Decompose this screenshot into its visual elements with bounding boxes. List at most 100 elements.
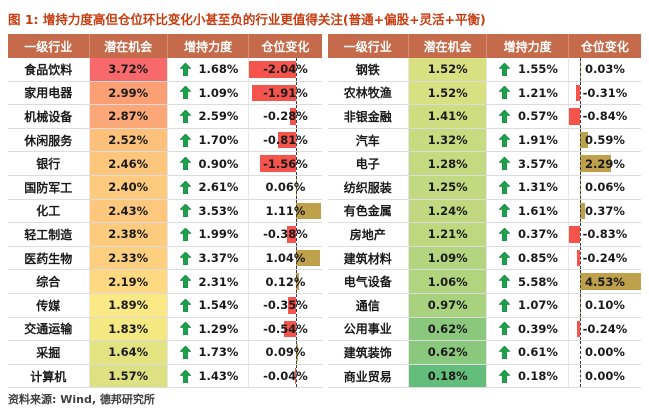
up-arrow-icon — [499, 322, 511, 336]
up-arrow-icon — [179, 86, 191, 100]
data-bar — [296, 273, 299, 290]
position-change-cell: -0.35% — [249, 293, 321, 317]
position-change-cell: -0.31% — [569, 81, 641, 105]
increase-cell: 2.31% — [168, 270, 250, 293]
up-arrow-icon — [179, 369, 191, 383]
increase-value: 1.09% — [198, 85, 239, 100]
increase-cell: 1.68% — [168, 58, 250, 81]
industry-cell: 电子 — [328, 152, 409, 175]
opportunity-cell: 1.64% — [89, 341, 168, 364]
industry-cell: 医药生物 — [8, 246, 90, 270]
table-row: 房地产 1.21% 0.37% -0.83% — [327, 223, 641, 247]
position-change-value: -0.81% — [263, 133, 308, 148]
position-change-cell: 0.06% — [249, 175, 321, 199]
industry-cell: 电气设备 — [328, 270, 409, 293]
position-change-value: -0.38% — [263, 227, 308, 242]
increase-cell: 1.29% — [168, 317, 250, 341]
position-change-cell: -0.28% — [249, 105, 321, 128]
data-bar — [576, 320, 581, 338]
table-row: 休闲服务 2.52% 1.70% -0.81% — [8, 128, 322, 153]
position-change-cell: -0.24% — [569, 317, 641, 341]
position-change-cell: -1.56% — [249, 152, 321, 175]
position-change-value: 0.09% — [265, 345, 306, 360]
up-arrow-icon — [499, 133, 511, 147]
position-change-value: 0.00% — [584, 369, 625, 384]
opportunity-cell: 1.06% — [409, 270, 488, 293]
increase-cell: 0.37% — [487, 223, 569, 246]
position-change-cell: 0.09% — [249, 341, 321, 364]
bar-axis-line — [580, 152, 582, 175]
industry-cell: 钢铁 — [328, 58, 409, 81]
position-change-cell: -0.24% — [569, 246, 641, 270]
increase-cell: 1.73% — [168, 341, 250, 364]
industry-cell: 银行 — [8, 152, 90, 175]
bar-axis-line — [580, 364, 582, 388]
increase-value: 1.73% — [198, 345, 239, 360]
up-arrow-icon — [179, 275, 191, 289]
bar-axis-line — [296, 199, 298, 223]
industry-cell: 纺织服装 — [328, 175, 409, 199]
industry-cell: 家用电器 — [8, 81, 90, 105]
bar-axis-line — [296, 175, 298, 199]
up-arrow-icon — [179, 133, 191, 147]
industry-cell: 汽车 — [328, 128, 409, 152]
table-header-row: 一级行业 潜在机会 增持力度 仓位变化 — [327, 34, 641, 58]
table-row: 汽车 1.32% 1.91% 0.59% — [327, 128, 641, 153]
position-change-value: 1.04% — [265, 251, 306, 266]
bar-axis-line — [580, 317, 582, 341]
increase-cell: 0.90% — [168, 152, 250, 175]
bar-axis-line — [296, 317, 298, 341]
opportunity-cell: 1.25% — [409, 175, 488, 199]
increase-cell: 5.58% — [487, 270, 569, 293]
table-row: 食品饮料 3.72% 1.68% -2.04% — [8, 58, 322, 82]
increase-cell: 1.07% — [487, 293, 569, 317]
position-change-cell: 0.00% — [569, 341, 641, 364]
position-change-cell: -0.84% — [568, 105, 641, 128]
bar-axis-line — [580, 293, 582, 317]
table-row: 电气设备 1.06% 5.58% 4.53% — [327, 270, 641, 294]
bar-axis-line — [296, 152, 298, 175]
up-arrow-icon — [179, 180, 191, 194]
opportunity-cell: 2.46% — [89, 152, 168, 175]
industry-cell: 房地产 — [328, 223, 409, 246]
position-change-cell: 0.06% — [569, 175, 641, 199]
increase-cell: 1.43% — [168, 364, 250, 388]
data-bar — [252, 84, 297, 102]
industry-cell: 建筑材料 — [328, 246, 409, 270]
industry-cell: 计算机 — [8, 364, 90, 388]
up-arrow-icon — [499, 204, 511, 218]
source-note: 资料来源: Wind, 德邦研究所 — [8, 393, 155, 406]
column-header-industry: 一级行业 — [8, 34, 90, 58]
up-arrow-icon — [179, 62, 191, 76]
position-change-value: -0.31% — [582, 85, 628, 100]
industry-cell: 综合 — [8, 270, 90, 293]
increase-cell: 1.61% — [487, 199, 569, 223]
bar-axis-line — [296, 223, 298, 246]
up-arrow-icon — [179, 251, 191, 265]
position-change-value: -0.24% — [582, 321, 628, 336]
position-change-value: -0.54% — [263, 321, 308, 336]
increase-cell: 1.09% — [168, 81, 250, 105]
position-change-cell: -0.38% — [249, 223, 321, 246]
table-header-row: 一级行业 潜在机会 增持力度 仓位变化 — [8, 34, 322, 58]
data-bar — [295, 367, 297, 385]
position-change-cell: -0.83% — [569, 223, 641, 246]
position-change-value: 0.06% — [584, 180, 625, 195]
bar-axis-line — [580, 199, 582, 223]
bar-axis-line — [296, 293, 298, 317]
up-arrow-icon — [499, 86, 511, 100]
table-row: 银行 2.46% 0.90% -1.56% — [8, 152, 322, 176]
position-change-cell: 1.04% — [249, 246, 321, 270]
position-change-cell: -0.81% — [249, 128, 321, 152]
up-arrow-icon — [499, 62, 511, 76]
position-change-cell: -2.04% — [249, 58, 321, 81]
industry-table-left: 一级行业 潜在机会 增持力度 仓位变化 食品饮料 3.72% 1.68% -2.04% 家用电器… — [8, 34, 322, 389]
column-header-industry: 一级行业 — [328, 34, 409, 58]
bar-axis-line — [580, 341, 582, 364]
table-row: 有色金属 1.24% 1.61% 0.37% — [327, 199, 641, 224]
up-arrow-icon — [499, 180, 511, 194]
industry-cell: 建筑装饰 — [328, 341, 409, 364]
industry-cell: 化工 — [8, 199, 90, 223]
opportunity-cell: 0.62% — [409, 317, 488, 341]
increase-value: 1.21% — [517, 85, 558, 100]
